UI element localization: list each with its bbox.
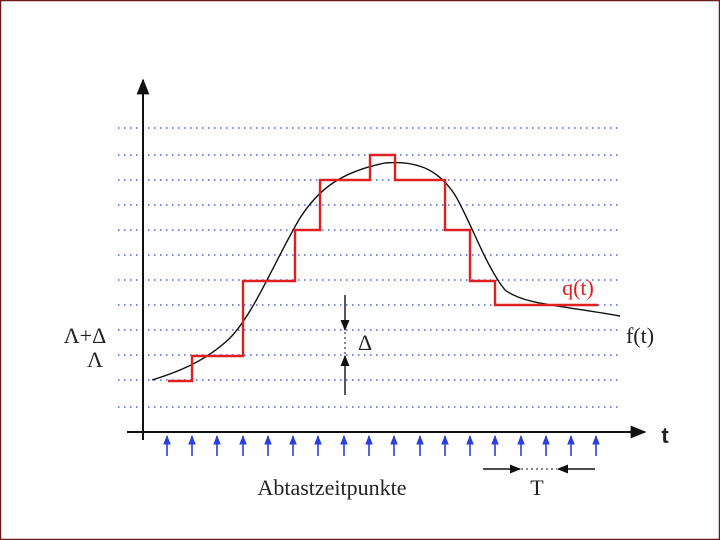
sampling-arrows <box>163 435 600 456</box>
curve-label: q(t) <box>562 275 594 300</box>
original-curve <box>151 161 621 381</box>
curve-label: f(t) <box>626 323 654 348</box>
sampling-label: Abtastzeitpunkte <box>257 475 406 500</box>
quantized-curve <box>168 153 598 383</box>
level-label: Λ <box>87 347 103 372</box>
level-label: Λ+Δ <box>64 323 107 348</box>
step-label: Δ <box>358 330 372 355</box>
axis-label: t <box>661 423 669 448</box>
period-label: T <box>530 475 544 500</box>
